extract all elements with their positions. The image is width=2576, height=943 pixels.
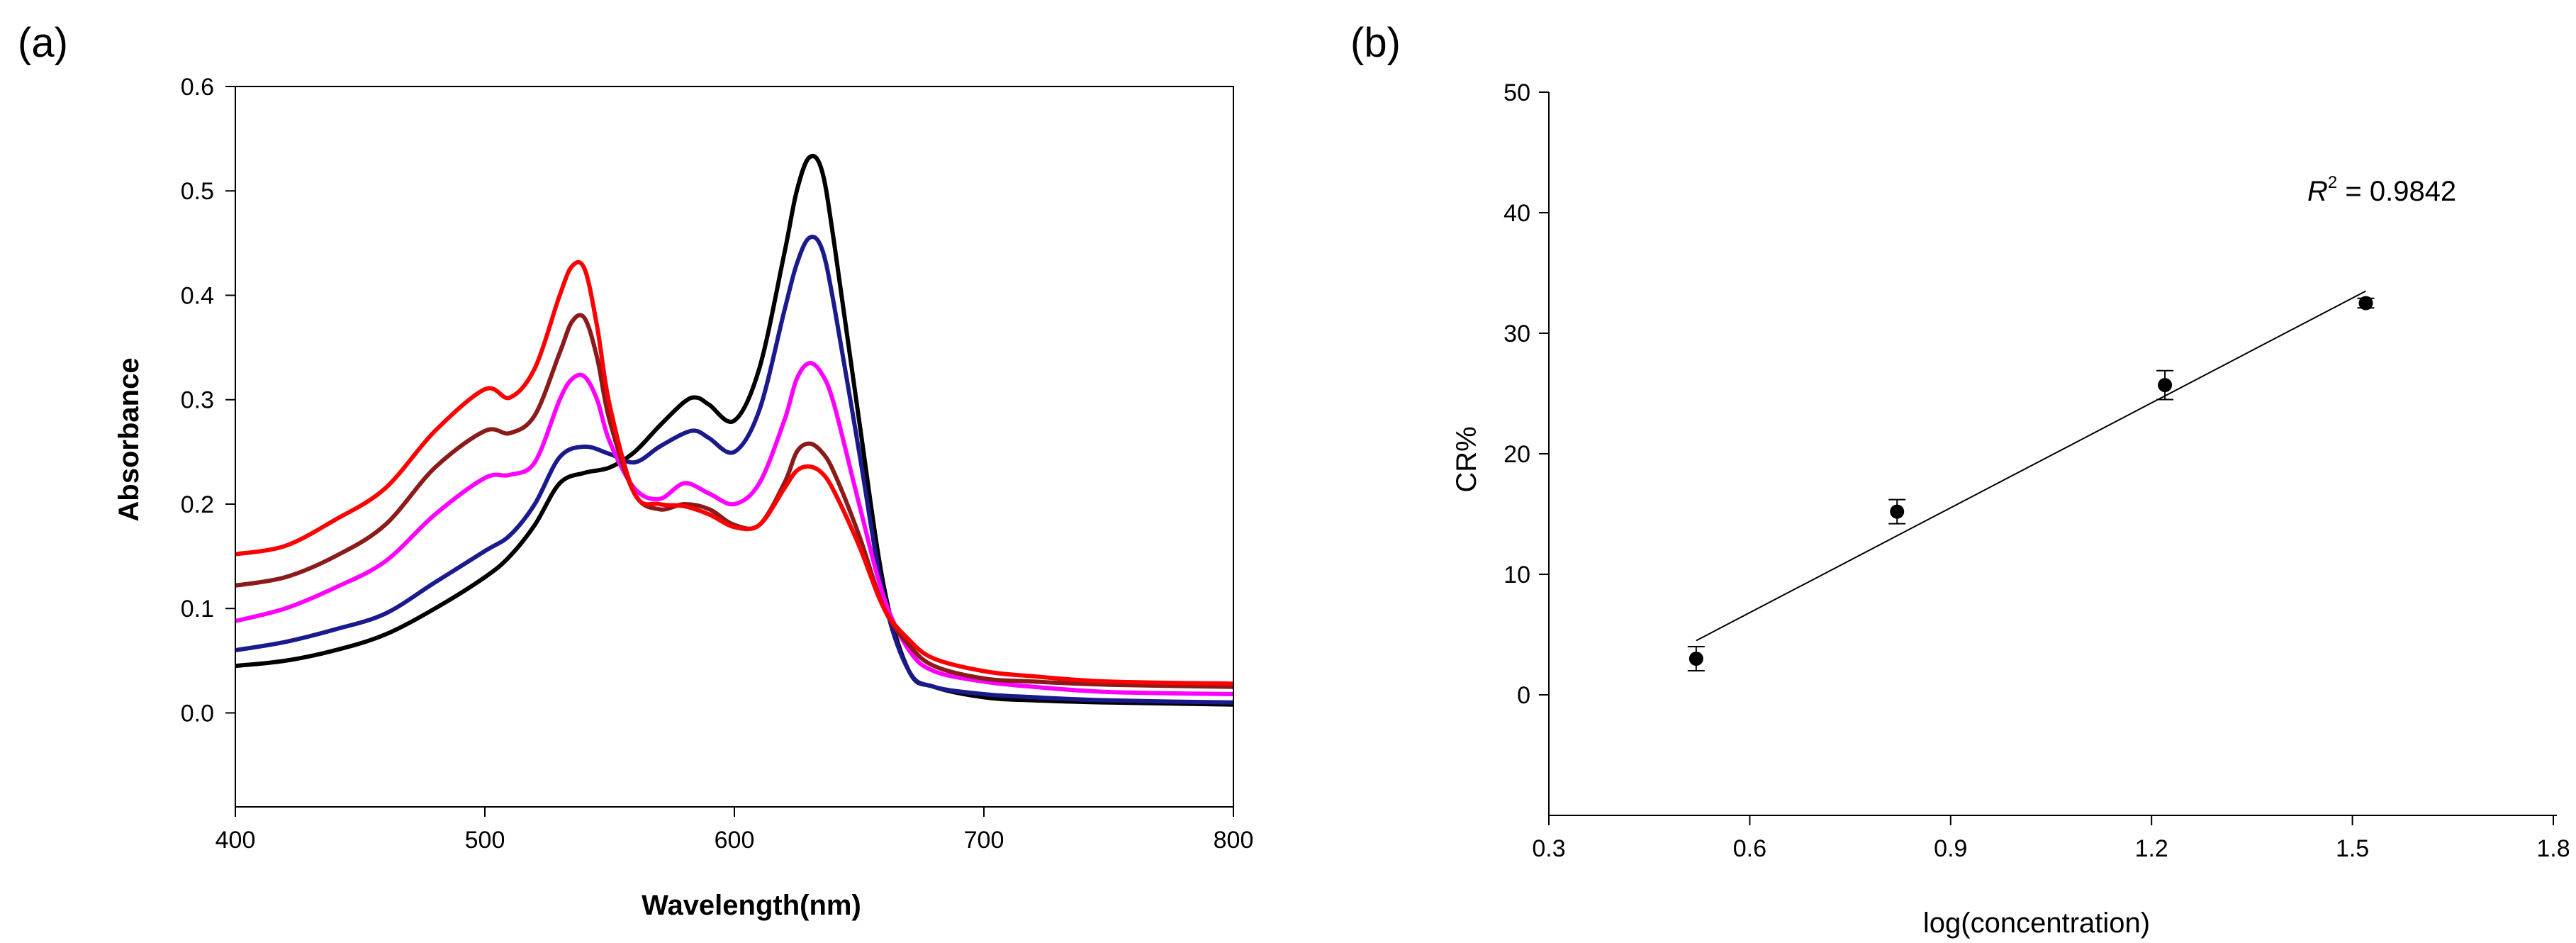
data-point [2158,378,2173,393]
x-tick-label: 400 [215,827,256,854]
x-tick-label: 0.6 [1733,835,1766,862]
data-point [1890,504,1905,519]
y-axis-label: Absorbance [113,357,145,521]
panel-b-label: (b) [1350,20,1401,66]
data-point [1689,652,1703,666]
spectrum-black [235,153,1234,707]
x-tick-label: 600 [715,827,755,854]
y-tick-label: 20 [1503,441,1530,468]
spectrum-magenta [235,361,1234,696]
r-squared-annotation: R2 = 0.9842 [2307,173,2456,207]
x-tick-label: 1.5 [2336,835,2369,862]
panel-b: (b) log(concentration) CR% R2 = 0.9842 0… [1288,0,2576,943]
y-tick-label: 0.4 [181,282,214,309]
y-tick-label: 0.0 [181,700,214,727]
x-tick-label: 0.9 [1934,835,1967,862]
y-tick-label: 0.5 [181,178,214,205]
regression-line [1696,290,2366,642]
x-tick-label: 700 [964,827,1004,854]
y-axis-label: CR% [1451,426,1482,492]
x-tick-label: 500 [465,827,505,854]
x-tick-label: 800 [1214,827,1254,854]
x-tick-label: 1.8 [2536,835,2570,862]
y-tick-label: 0.2 [181,491,214,518]
y-tick-label: 0.6 [181,74,214,101]
x-axis-label: Wavelength(nm) [642,890,861,921]
spectrum-blue [235,235,1234,705]
y-tick-label: 30 [1503,320,1530,347]
y-tick-label: 0.3 [181,387,214,414]
y-tick-label: 40 [1503,200,1530,227]
plot-frame [235,86,1234,808]
data-point [2358,296,2373,311]
x-axis-label: log(concentration) [1923,908,2150,939]
panel-a-label: (a) [18,20,68,66]
panel-a: (a) Wavelength(nm) Absorbance 400 500 600 7… [18,20,1254,921]
y-tick-label: 0 [1517,682,1530,709]
absorbance-chart: (a) Wavelength(nm) Absorbance 400 500 600 7… [18,20,1254,921]
cr-regression-chart: (b) log(concentration) CR% R2 = 0.9842 0… [1350,20,2570,939]
spectrum-darkred [235,313,1234,689]
y-tick-label: 50 [1503,79,1530,106]
spectrum-red [235,260,1234,686]
y-tick-label: 10 [1503,562,1530,588]
x-tick-label: 1.2 [2135,835,2168,862]
y-tick-label: 0.1 [181,596,214,623]
x-tick-label: 0.3 [1532,835,1565,862]
